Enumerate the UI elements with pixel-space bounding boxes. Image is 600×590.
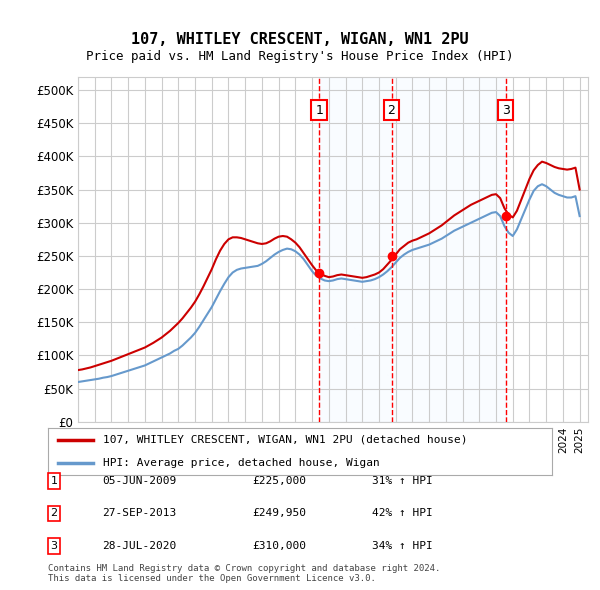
Text: Contains HM Land Registry data © Crown copyright and database right 2024.
This d: Contains HM Land Registry data © Crown c… (48, 563, 440, 583)
Text: 05-JUN-2009: 05-JUN-2009 (102, 476, 176, 486)
Text: £310,000: £310,000 (252, 541, 306, 550)
Text: Price paid vs. HM Land Registry's House Price Index (HPI): Price paid vs. HM Land Registry's House … (86, 50, 514, 63)
Text: 107, WHITLEY CRESCENT, WIGAN, WN1 2PU: 107, WHITLEY CRESCENT, WIGAN, WN1 2PU (131, 32, 469, 47)
Text: 42% ↑ HPI: 42% ↑ HPI (372, 509, 433, 518)
Text: 34% ↑ HPI: 34% ↑ HPI (372, 541, 433, 550)
Text: 28-JUL-2020: 28-JUL-2020 (102, 541, 176, 550)
Bar (319, 77, 506, 422)
Text: 1: 1 (315, 103, 323, 117)
Text: 2: 2 (50, 509, 58, 518)
Text: 1: 1 (50, 476, 58, 486)
Text: 27-SEP-2013: 27-SEP-2013 (102, 509, 176, 518)
Text: £249,950: £249,950 (252, 509, 306, 518)
Text: HPI: Average price, detached house, Wigan: HPI: Average price, detached house, Wiga… (103, 458, 380, 468)
Text: £225,000: £225,000 (252, 476, 306, 486)
Text: 3: 3 (50, 541, 58, 550)
Text: 107, WHITLEY CRESCENT, WIGAN, WN1 2PU (detached house): 107, WHITLEY CRESCENT, WIGAN, WN1 2PU (d… (103, 435, 468, 444)
Text: 3: 3 (502, 103, 509, 117)
Text: 2: 2 (388, 103, 395, 117)
Text: 31% ↑ HPI: 31% ↑ HPI (372, 476, 433, 486)
